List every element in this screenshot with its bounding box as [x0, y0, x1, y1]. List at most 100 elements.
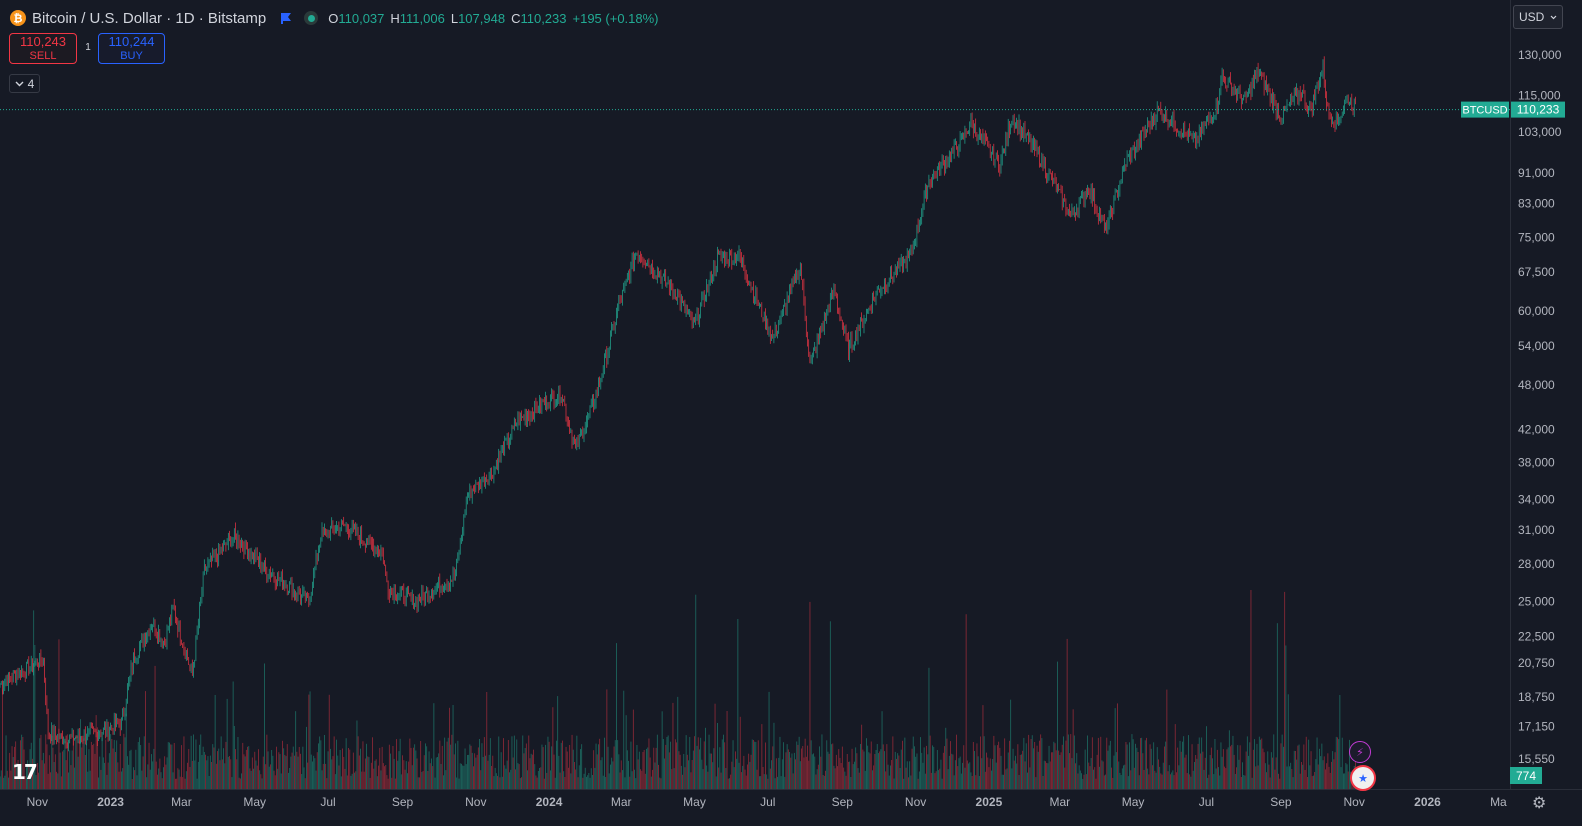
volume-bar: [1097, 737, 1099, 789]
candlesticks: [0, 56, 1356, 752]
volume-bar: [253, 768, 254, 789]
volume-bar: [732, 740, 734, 789]
volume-bar: [337, 755, 339, 789]
volume-bar: [1123, 765, 1124, 789]
volume-bar: [342, 748, 343, 789]
change-value: +195 (+0.18%): [572, 10, 659, 26]
volume-bar: [823, 775, 825, 789]
volume-bar: [492, 755, 494, 789]
volume-bar: [685, 735, 687, 789]
volume-bar: [653, 747, 655, 789]
volume-bar: [5, 735, 7, 789]
volume-bar: [539, 768, 540, 789]
volume-bar: [96, 727, 98, 789]
volume-bar: [565, 746, 567, 789]
flag-icon[interactable]: [280, 12, 292, 24]
volume-bar: [1167, 771, 1169, 789]
volume-bar: [880, 749, 882, 789]
volume-bar: [1039, 740, 1040, 789]
volume-bar: [686, 754, 688, 789]
volume-bar: [761, 724, 763, 789]
volume-bar: [518, 764, 520, 789]
volume-bar: [459, 763, 461, 789]
volume-bar: [1142, 753, 1144, 789]
volume-bar: [530, 753, 532, 789]
symbol-title[interactable]: Bitcoin / U.S. Dollar · 1D · Bitstamp: [32, 9, 267, 27]
volume-bar: [0, 770, 2, 789]
indicators-toggle[interactable]: 4: [9, 74, 40, 93]
volume-bar: [875, 750, 877, 789]
volume-bar: [930, 772, 932, 789]
volume-bar: [562, 740, 563, 789]
volume-bar: [789, 752, 790, 789]
volume-bar: [643, 750, 645, 789]
volume-bar: [201, 755, 203, 789]
volume-bar: [1291, 769, 1293, 789]
volume-bar: [834, 768, 836, 789]
volume-bar: [1347, 771, 1349, 789]
lightning-icon[interactable]: ⚡: [1349, 741, 1371, 763]
us-flag-icon[interactable]: ★: [1350, 765, 1376, 791]
y-tick-label: 15,550: [1518, 752, 1555, 766]
volume-bar: [290, 756, 292, 789]
volume-bar: [1221, 756, 1223, 789]
volume-bar: [208, 776, 210, 789]
volume-bar: [14, 746, 15, 789]
volume-bar: [986, 752, 987, 789]
volume-bar: [744, 769, 746, 789]
volume-bar: [1292, 777, 1294, 789]
volume-bar: [637, 759, 639, 789]
volume-bar: [98, 777, 99, 789]
volume-bar: [773, 722, 775, 789]
volume-bar: [1239, 745, 1241, 789]
volume-bar: [542, 747, 544, 789]
volume-bar: [588, 773, 590, 789]
x-tick-label: Sep: [832, 795, 854, 809]
volume-bar: [1030, 739, 1032, 789]
volume-bar: [596, 754, 598, 789]
volume-bar: [1022, 750, 1024, 789]
volume-bar: [854, 761, 855, 789]
volume-bar: [121, 771, 122, 789]
volume-bar: [1170, 774, 1171, 789]
volume-bar: [1315, 759, 1317, 789]
currency-select[interactable]: USD: [1513, 5, 1563, 29]
volume-bar: [700, 737, 702, 789]
market-status-icon[interactable]: [304, 11, 319, 25]
y-tick-label: 103,000: [1518, 125, 1562, 139]
volume-bar: [683, 754, 685, 789]
volume-bar: [1301, 762, 1302, 789]
volume-bar: [104, 762, 105, 789]
volume-bar: [205, 754, 206, 789]
volume-bar: [232, 681, 234, 789]
volume-bar: [1344, 773, 1346, 789]
volume-bar: [926, 745, 927, 789]
volume-bar: [70, 765, 72, 789]
tradingview-logo-icon[interactable]: 17: [12, 760, 38, 784]
volume-bar: [1311, 776, 1313, 789]
volume-bar: [1257, 765, 1259, 789]
volume-bar: [398, 751, 400, 789]
volume-bar: [720, 772, 722, 789]
volume-bar: [286, 744, 288, 789]
volume-bar: [387, 778, 389, 789]
buy-button[interactable]: 110,244 BUY: [98, 33, 165, 64]
volume-bar: [777, 776, 778, 789]
volume-bar: [796, 741, 798, 789]
volume-bar: [485, 755, 486, 789]
volume-bar: [707, 771, 709, 789]
volume-bar: [495, 773, 497, 789]
volume-bar: [1113, 755, 1115, 789]
volume-bar: [709, 753, 711, 789]
volume-bar: [688, 760, 689, 789]
volume-bar: [1340, 767, 1342, 789]
volume-bar: [1338, 739, 1340, 789]
volume-bar: [658, 764, 659, 789]
sell-button[interactable]: 110,243 SELL: [9, 33, 77, 64]
settings-gear-icon[interactable]: ⚙: [1532, 795, 1547, 812]
volume-bar: [632, 709, 634, 789]
volume-bar: [938, 770, 939, 789]
volume-bar: [599, 738, 601, 789]
volume-bar: [420, 741, 422, 789]
